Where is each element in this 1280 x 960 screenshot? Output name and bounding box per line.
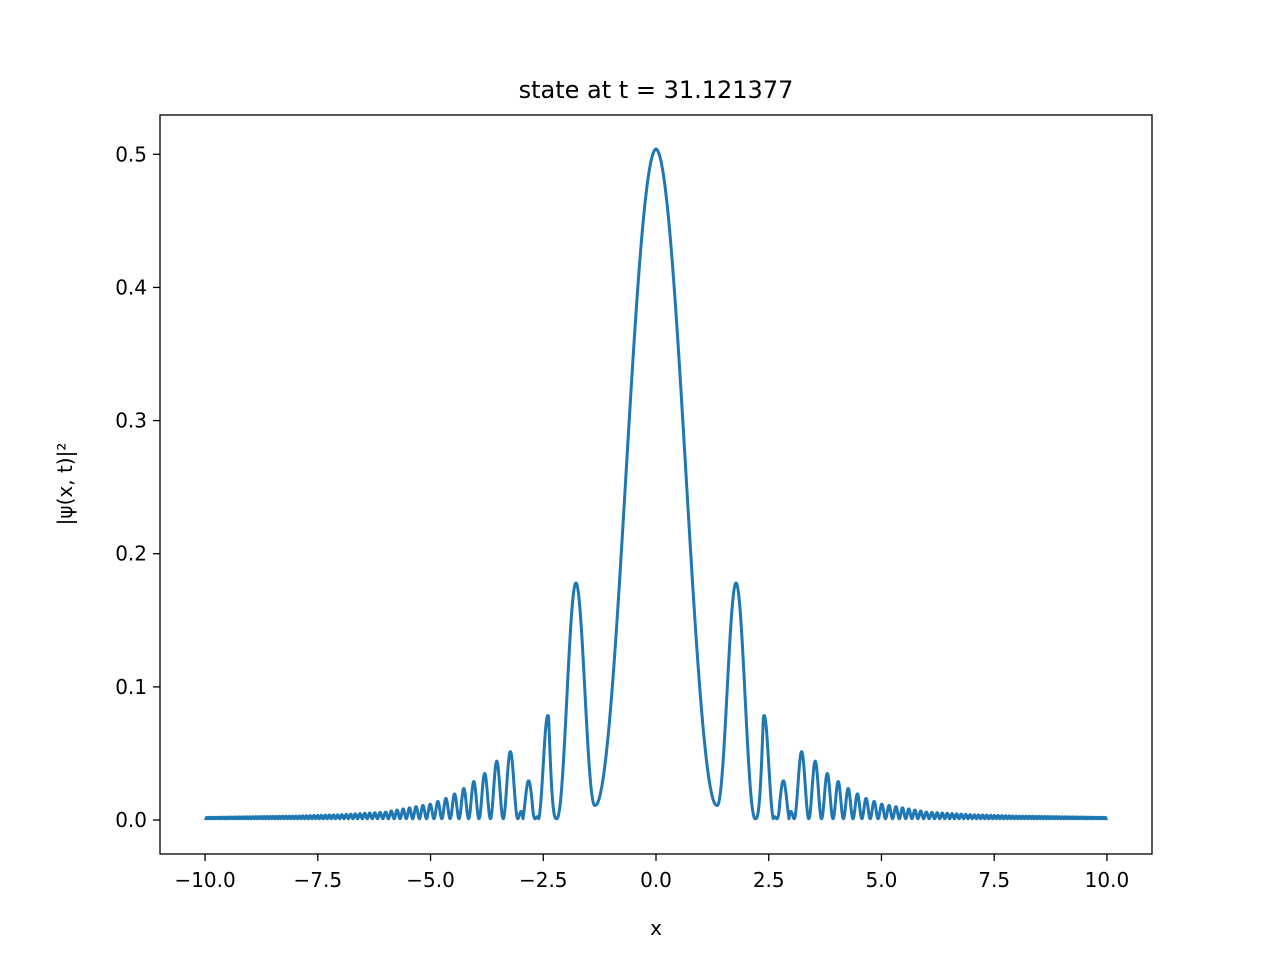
x-tick-label: 2.5 [753, 868, 785, 892]
x-tick-label: 7.5 [978, 868, 1010, 892]
curve-layer [203, 147, 1109, 821]
chart-title: state at t = 31.121377 [519, 76, 794, 104]
y-tick-label: 0.1 [115, 675, 147, 699]
x-tick-label: −5.0 [406, 868, 455, 892]
y-tick-label: 0.3 [115, 409, 147, 433]
y-tick-label: 0.0 [115, 808, 147, 832]
plot-area [160, 115, 1152, 854]
x-axis-ticks: −10.0 −7.5 −5.0 −2.5 0.0 2.5 5.0 7.5 10.0 [174, 854, 1129, 892]
series-line [203, 147, 1109, 821]
y-axis-label: |ψ(x, t)|² [53, 443, 77, 526]
y-tick-label: 0.2 [115, 542, 147, 566]
x-tick-label: 5.0 [866, 868, 898, 892]
x-tick-label: −7.5 [294, 868, 343, 892]
x-axis-label: x [650, 916, 662, 940]
x-tick-label: 10.0 [1085, 868, 1130, 892]
y-axis-ticks: 0.0 0.1 0.2 0.3 0.4 0.5 [115, 142, 160, 832]
y-tick-label: 0.4 [115, 275, 147, 299]
y-tick-label: 0.5 [115, 142, 147, 166]
x-tick-label: −10.0 [174, 868, 235, 892]
x-tick-label: −2.5 [519, 868, 568, 892]
x-tick-label: 0.0 [640, 868, 672, 892]
